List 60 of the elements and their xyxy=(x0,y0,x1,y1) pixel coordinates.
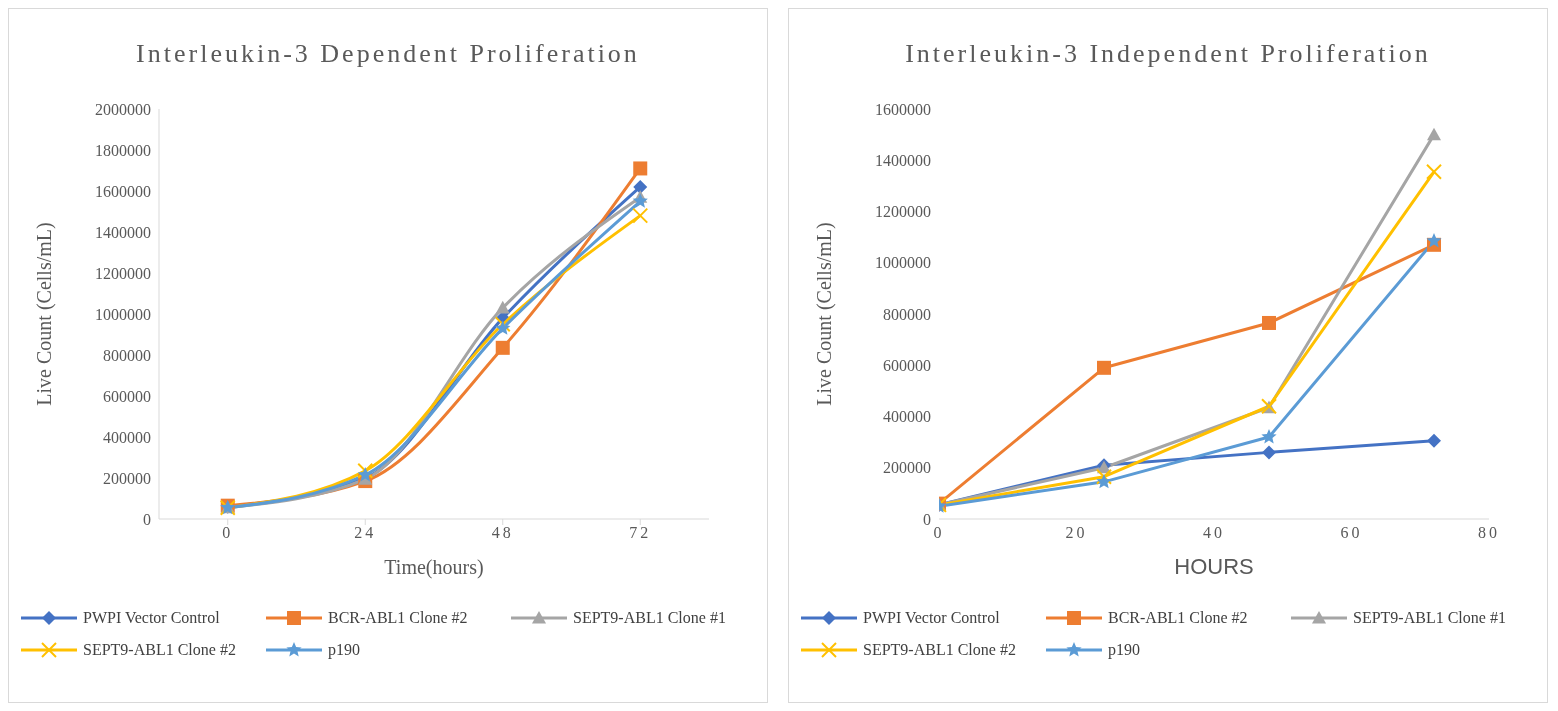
point xyxy=(1426,232,1442,248)
legend-label: BCR-ABL1 Clone #2 xyxy=(1108,609,1248,627)
y-tick-label: 400000 xyxy=(883,408,931,426)
point xyxy=(357,466,373,482)
x-axis-title: Time(hours) xyxy=(384,556,484,579)
x-tick-label: 0 xyxy=(933,524,945,542)
point xyxy=(1427,433,1441,448)
x-tick-label: 48 xyxy=(491,524,514,542)
point xyxy=(632,193,648,208)
point xyxy=(1261,429,1277,444)
y-tick-label: 0 xyxy=(923,510,931,528)
x-tick-label: 0 xyxy=(222,524,234,542)
y-tick-label: 1600000 xyxy=(95,182,151,200)
legend-label: SEPT9-ABL1 Clone #2 xyxy=(83,641,236,659)
point xyxy=(1097,360,1111,375)
y-tick-label: 600000 xyxy=(883,356,931,374)
point xyxy=(1096,473,1112,489)
y-tick-label: 2000000 xyxy=(95,100,151,118)
chart-title: Interleukin-3 Independent Proliferation xyxy=(904,39,1432,69)
y-tick-label: 800000 xyxy=(883,305,931,323)
y-tick-label: 600000 xyxy=(103,387,151,405)
y-tick-label: 1800000 xyxy=(95,141,151,159)
legend-label: PWPI Vector Control xyxy=(83,609,220,627)
y-tick-label: 200000 xyxy=(103,469,151,487)
y-tick-label: 1200000 xyxy=(95,264,151,282)
y-tick-label: 400000 xyxy=(103,428,151,446)
x-tick-label: 40 xyxy=(1203,524,1225,542)
legend-label: BCR-ABL1 Clone #2 xyxy=(328,609,468,627)
y-tick-label: 800000 xyxy=(103,346,151,364)
point xyxy=(495,320,511,335)
point xyxy=(633,161,648,176)
x-tick-label: 72 xyxy=(629,524,652,542)
legend-label: SEPT9-ABL1 Clone #1 xyxy=(1353,609,1506,627)
y-tick-label: 1400000 xyxy=(875,151,931,169)
point xyxy=(633,179,648,194)
legend-label: SEPT9-ABL1 Clone #2 xyxy=(863,641,1016,659)
x-tick-label: 20 xyxy=(1065,524,1088,542)
y-tick-label: 1000000 xyxy=(95,305,151,323)
y-tick-label: 1200000 xyxy=(875,203,931,221)
point xyxy=(1427,127,1441,141)
x-tick-label: 24 xyxy=(354,524,377,542)
x-tick-label: 60 xyxy=(1340,524,1363,542)
point xyxy=(1262,445,1276,460)
legend-label: PWPI Vector Control xyxy=(863,609,1000,627)
y-tick-label: 1600000 xyxy=(875,100,931,118)
point xyxy=(1262,315,1276,330)
y-axis-title: Live Count (Cells/mL) xyxy=(33,222,57,406)
point xyxy=(495,300,510,314)
y-tick-label: 200000 xyxy=(883,459,931,477)
y-axis-title: Live Count (Cells/mL) xyxy=(813,222,837,406)
point xyxy=(495,340,510,355)
x-axis-title: HOURS xyxy=(1174,554,1254,579)
y-tick-label: 1400000 xyxy=(95,223,151,241)
y-tick-label: 1000000 xyxy=(875,254,931,272)
legend-label: p190 xyxy=(1108,641,1140,659)
legend-label: p190 xyxy=(328,641,360,659)
chart-title: Interleukin-3 Dependent Proliferation xyxy=(135,39,641,69)
x-tick-label: 80 xyxy=(1478,524,1500,542)
y-tick-label: 0 xyxy=(143,510,151,528)
legend-label: SEPT9-ABL1 Clone #1 xyxy=(573,609,726,627)
